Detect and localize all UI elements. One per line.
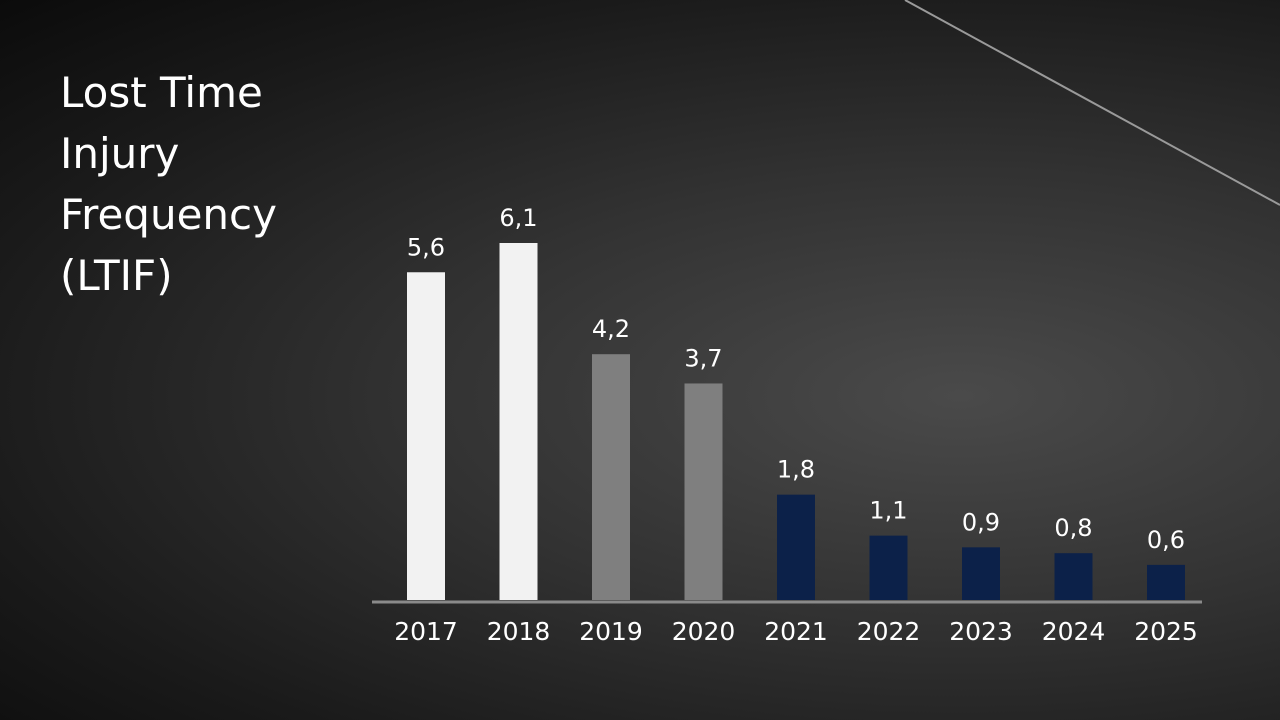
value-label: 1,8 [777, 456, 815, 484]
value-label: 6,1 [499, 204, 537, 232]
chart-title: Lost Time Injury Frequency (LTIF) [60, 68, 277, 300]
x-tick-label: 2019 [579, 617, 643, 646]
x-tick-label: 2025 [1134, 617, 1198, 646]
x-tick-label: 2018 [487, 617, 551, 646]
bar [1054, 553, 1093, 600]
bar [962, 547, 1000, 600]
value-label: 1,1 [869, 497, 907, 525]
x-tick-label: 2022 [857, 617, 921, 646]
x-tick-label: 2017 [394, 617, 458, 646]
value-label: 3,7 [684, 344, 722, 372]
bar [1147, 564, 1185, 600]
bar [869, 535, 908, 600]
decor-line [904, 0, 1280, 206]
value-label: 5,6 [407, 233, 445, 261]
bar [407, 272, 445, 600]
x-tick-label: 2024 [1042, 617, 1106, 646]
value-label: 0,9 [962, 508, 1000, 536]
bar [684, 383, 723, 600]
value-label: 0,8 [1054, 514, 1092, 542]
value-label: 0,6 [1147, 526, 1185, 554]
bar [777, 494, 815, 600]
x-tick-label: 2021 [764, 617, 828, 646]
x-tick-label: 2020 [672, 617, 736, 646]
bar [499, 243, 538, 600]
value-label: 4,2 [592, 315, 630, 343]
x-tick-label: 2023 [949, 617, 1013, 646]
bar [592, 354, 630, 600]
